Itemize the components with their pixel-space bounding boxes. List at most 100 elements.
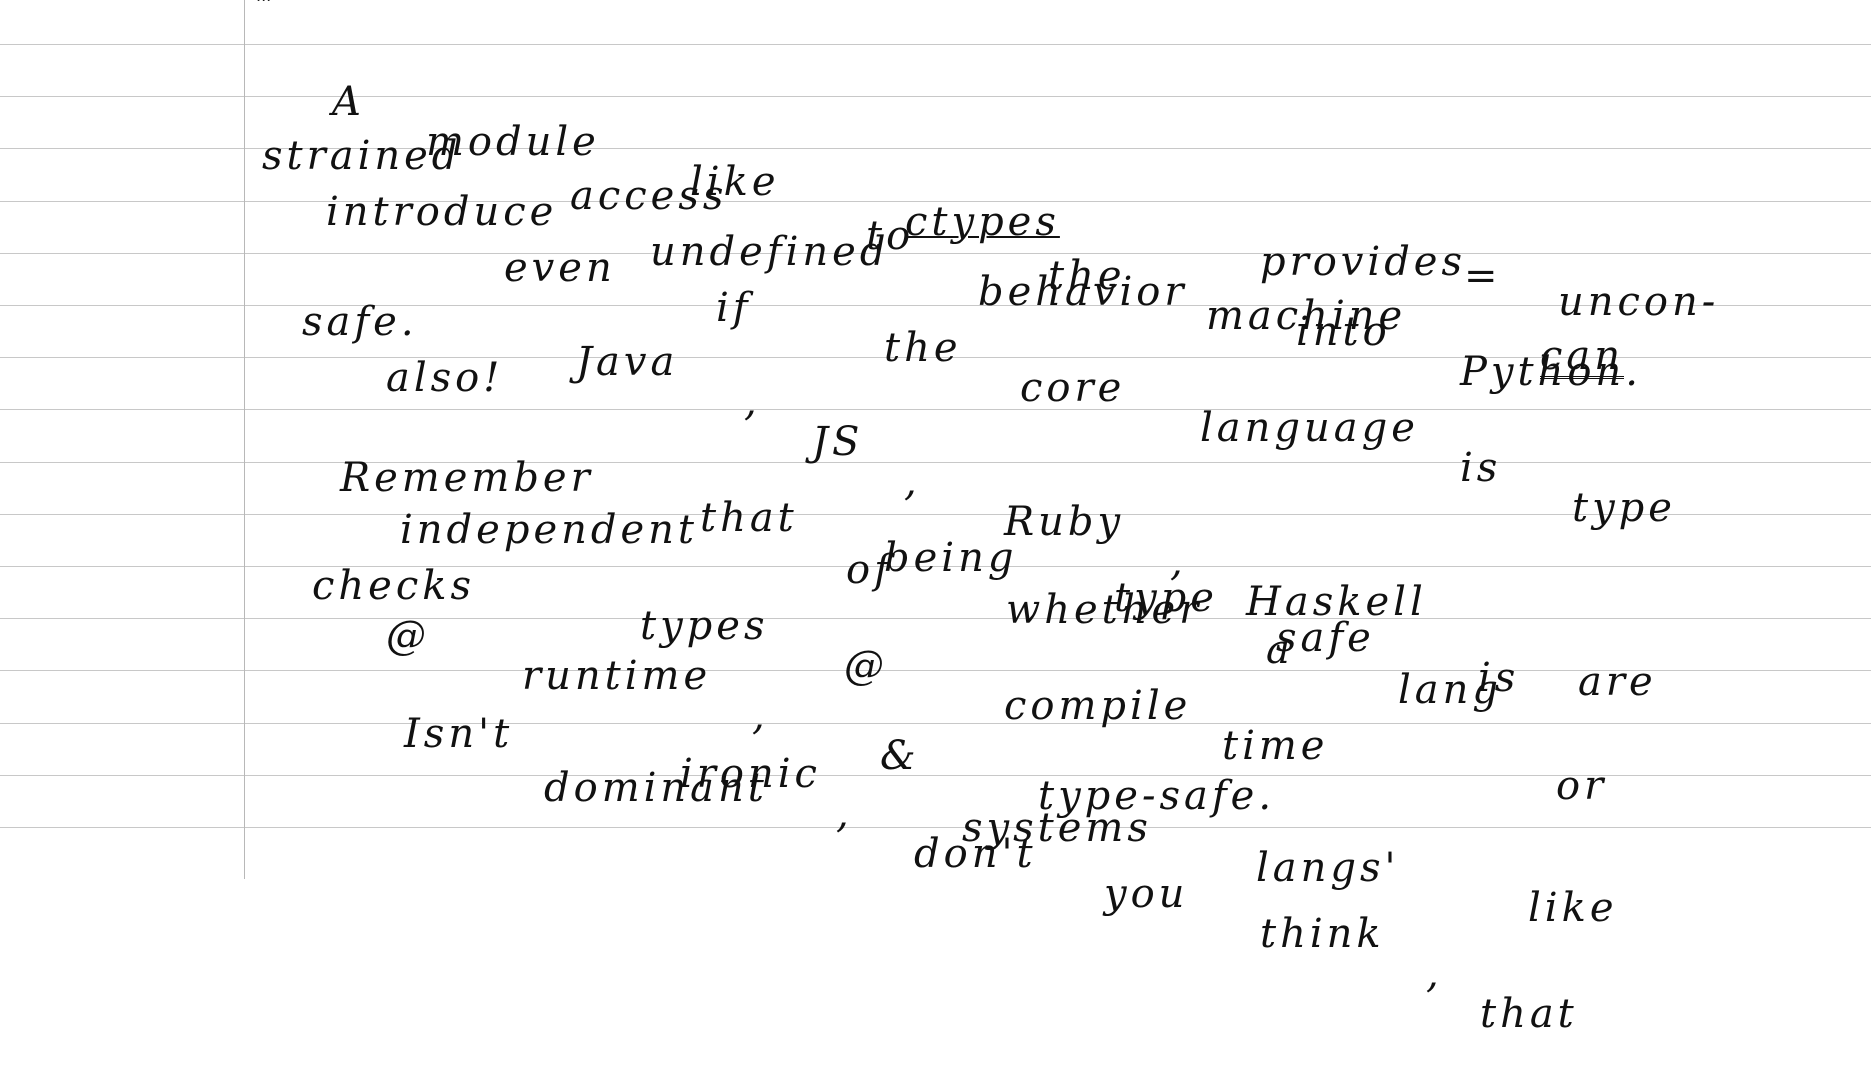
handwriting-line: checks types @ compile time or xyxy=(0,526,1603,846)
word: like xyxy=(690,159,780,205)
word: , xyxy=(744,379,761,425)
handwriting-line: A module like ctypes provides uncon- xyxy=(0,42,1715,362)
word: Java xyxy=(576,339,679,385)
handwriting-line: dominant systems langs' like xyxy=(0,728,1614,968)
word: or xyxy=(1556,763,1608,809)
word: , xyxy=(904,459,921,505)
word: type-safe. xyxy=(1038,773,1276,819)
word: types xyxy=(640,603,769,649)
word: Python. xyxy=(1460,349,1642,395)
word: the xyxy=(1048,253,1126,299)
word: that xyxy=(1480,991,1578,1037)
word: being xyxy=(884,535,1018,581)
ruled-line xyxy=(0,618,1871,619)
ruled-line xyxy=(0,670,1871,671)
word: time xyxy=(1222,723,1329,769)
word: , xyxy=(1426,951,1443,997)
ruled-line xyxy=(0,305,1871,306)
word: , xyxy=(1170,539,1187,585)
ruled-line xyxy=(0,96,1871,97)
word: , xyxy=(836,791,853,837)
ruled-line xyxy=(0,775,1871,776)
word: also! xyxy=(386,355,504,401)
word: introduce xyxy=(326,189,558,235)
word: ironic xyxy=(680,751,821,797)
word: language xyxy=(1200,405,1419,451)
word: = xyxy=(1464,253,1502,299)
word: if xyxy=(716,285,752,331)
word: uncon- xyxy=(1558,279,1720,325)
word: independent xyxy=(400,507,698,553)
handwriting-line: independent of whether a lang xyxy=(0,470,1498,750)
word: into xyxy=(1296,309,1391,355)
ruled-line xyxy=(0,827,1871,828)
word: of xyxy=(846,547,893,593)
word: checks xyxy=(312,563,476,609)
ruled-lines xyxy=(0,44,1871,828)
word: to xyxy=(866,213,915,259)
word: module xyxy=(426,119,600,165)
ruled-line xyxy=(0,514,1871,515)
handwriting-line: also! xyxy=(0,318,499,438)
word: systems xyxy=(962,805,1152,851)
word: don't xyxy=(914,831,1037,877)
handwriting-line: even if the core language is type xyxy=(0,208,1672,568)
handwriting-line: @ runtime , & type-safe. xyxy=(0,576,1271,856)
handwriting-line: safe. Java , JS , Ruby , Haskell = are xyxy=(0,256,1653,742)
word: @ xyxy=(386,613,430,659)
word: you xyxy=(1104,871,1189,917)
word: even xyxy=(504,245,616,291)
word: type xyxy=(1114,575,1218,621)
ruled-line xyxy=(0,409,1871,410)
word: like xyxy=(1528,885,1618,931)
ruled-line xyxy=(0,44,1871,45)
word: , xyxy=(752,693,769,739)
word: A xyxy=(332,79,365,125)
notebook-page: ... A module like ctypes provides uncon-… xyxy=(0,0,1871,1034)
ruled-line xyxy=(0,723,1871,724)
ruled-line xyxy=(0,253,1871,254)
word: type xyxy=(1572,485,1676,531)
word: behavior xyxy=(978,269,1188,315)
word: access xyxy=(570,173,728,219)
word: Ruby xyxy=(1004,499,1125,545)
word: Remember xyxy=(340,455,594,501)
top-mark: ... xyxy=(256,0,271,5)
word: @ xyxy=(844,643,888,689)
word: strained xyxy=(262,133,462,179)
word: the xyxy=(884,325,962,371)
word: safe xyxy=(1276,615,1375,661)
word: & xyxy=(880,733,920,779)
ruled-line xyxy=(0,148,1871,149)
word: JS xyxy=(812,419,864,465)
word: think xyxy=(1260,911,1385,957)
word: are xyxy=(1578,659,1657,705)
word: is xyxy=(1460,445,1502,491)
word: undefined xyxy=(650,229,890,275)
ruled-line xyxy=(0,201,1871,202)
word: a xyxy=(1266,627,1294,673)
word: Haskell xyxy=(1246,579,1427,625)
word: compile xyxy=(1004,683,1192,729)
word: runtime xyxy=(522,653,712,699)
word: whether xyxy=(1006,587,1203,633)
word: can xyxy=(1540,333,1625,379)
handwriting-line: Remember that being type safe is xyxy=(0,418,1515,738)
word: provides xyxy=(1260,239,1467,285)
ruled-line xyxy=(0,357,1871,358)
ruled-line xyxy=(0,462,1871,463)
word: ctypes xyxy=(905,199,1060,245)
word: langs' xyxy=(1256,845,1400,891)
handwriting-line: introduce undefined behavior into Python… xyxy=(0,152,1638,432)
word: core xyxy=(1020,365,1126,411)
word: dominant xyxy=(544,765,768,811)
word: lang xyxy=(1398,667,1503,713)
word: that xyxy=(700,495,798,541)
word: is xyxy=(1478,655,1520,701)
ruled-line xyxy=(0,566,1871,567)
word: machine xyxy=(1206,293,1407,339)
word: safe. xyxy=(302,299,418,345)
margin-line xyxy=(244,0,245,879)
word: Isn't xyxy=(404,711,514,757)
handwriting-line: strained access to the machine can xyxy=(0,96,1625,416)
